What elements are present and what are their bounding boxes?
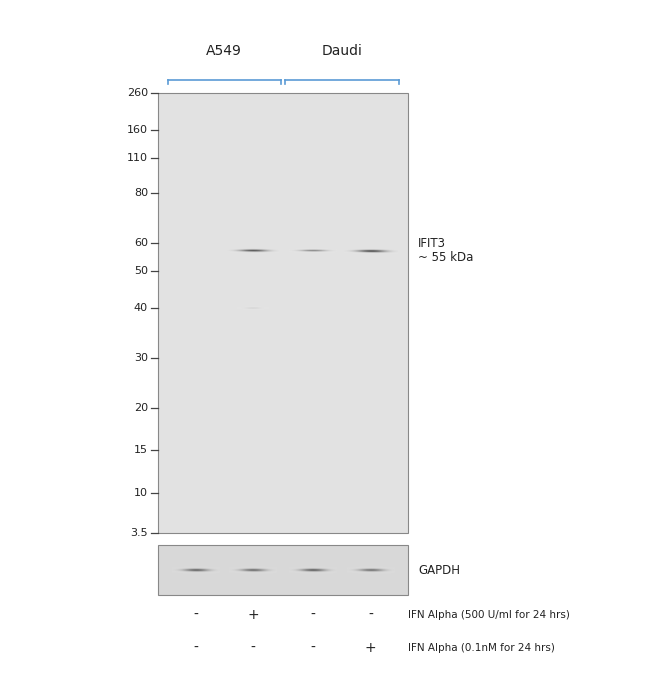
Bar — [158, 545, 408, 595]
Text: Daudi: Daudi — [321, 44, 362, 58]
Text: -: - — [311, 641, 315, 655]
Text: -: - — [193, 641, 198, 655]
Text: -: - — [193, 608, 198, 622]
Text: IFIT3: IFIT3 — [418, 238, 446, 250]
Text: 3.5: 3.5 — [131, 528, 148, 538]
Text: 160: 160 — [127, 125, 148, 135]
Text: 260: 260 — [127, 88, 148, 98]
Text: 30: 30 — [134, 353, 148, 363]
Text: +: + — [247, 608, 259, 622]
Text: 110: 110 — [127, 153, 148, 163]
Text: +: + — [365, 641, 376, 655]
Text: -: - — [250, 641, 255, 655]
Text: 80: 80 — [134, 188, 148, 198]
Text: -: - — [368, 608, 373, 622]
Text: 60: 60 — [134, 238, 148, 248]
Text: -: - — [311, 608, 315, 622]
Text: 15: 15 — [134, 445, 148, 455]
Text: A549: A549 — [206, 44, 242, 58]
Text: 50: 50 — [134, 266, 148, 276]
Text: 10: 10 — [134, 488, 148, 498]
Text: 40: 40 — [134, 303, 148, 313]
Text: GAPDH: GAPDH — [418, 563, 460, 577]
Text: IFN Alpha (500 U/ml for 24 hrs): IFN Alpha (500 U/ml for 24 hrs) — [408, 610, 571, 620]
Text: 20: 20 — [134, 403, 148, 413]
Text: ~ 55 kDa: ~ 55 kDa — [418, 251, 473, 265]
Text: IFN Alpha (0.1nM for 24 hrs): IFN Alpha (0.1nM for 24 hrs) — [408, 643, 555, 653]
Bar — [158, 93, 408, 533]
